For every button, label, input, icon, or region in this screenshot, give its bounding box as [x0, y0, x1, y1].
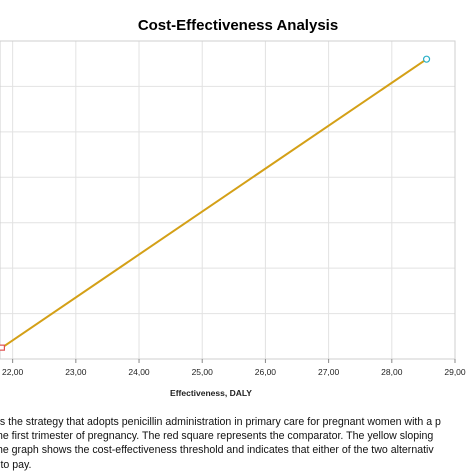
x-tick-label: 23,00: [65, 367, 87, 377]
cost-effectiveness-chart: Cost-Effectiveness Analysis 22,00 23,00 24…: [0, 17, 466, 398]
x-tick-label: 28,00: [381, 367, 403, 377]
x-tick-label: 24,00: [128, 367, 150, 377]
x-axis-ticks: 22,00 23,00 24,00 25,00 26,00 27,00 28,00 29,00: [2, 359, 466, 377]
x-tick-label: 26,00: [255, 367, 277, 377]
threshold-line: [1, 58, 428, 349]
x-tick-label: 27,00: [318, 367, 340, 377]
x-tick-label: 25,00: [192, 367, 214, 377]
grid-lines: [0, 40, 456, 360]
x-tick-label: 22,00: [2, 367, 24, 377]
strategy-marker: [422, 55, 431, 63]
chart-title: Cost-Effectiveness Analysis: [138, 17, 338, 34]
figure-caption: es the strategy that adopts penicillin a…: [0, 415, 474, 472]
caption-line: the graph shows the cost-effectiveness t…: [0, 444, 434, 457]
marker-layer: [0, 55, 431, 351]
caption-line: the first trimester of pregnancy. The re…: [0, 430, 434, 443]
x-axis-label: Effectiveness, DALY: [170, 388, 252, 398]
comparator-marker: [0, 344, 5, 351]
series-layer: [1, 58, 428, 349]
plot-area: [0, 40, 456, 360]
caption-line: es the strategy that adopts penicillin a…: [0, 416, 441, 428]
caption-line: - to pay.: [0, 458, 32, 471]
x-tick-label: 29,00: [444, 367, 466, 377]
